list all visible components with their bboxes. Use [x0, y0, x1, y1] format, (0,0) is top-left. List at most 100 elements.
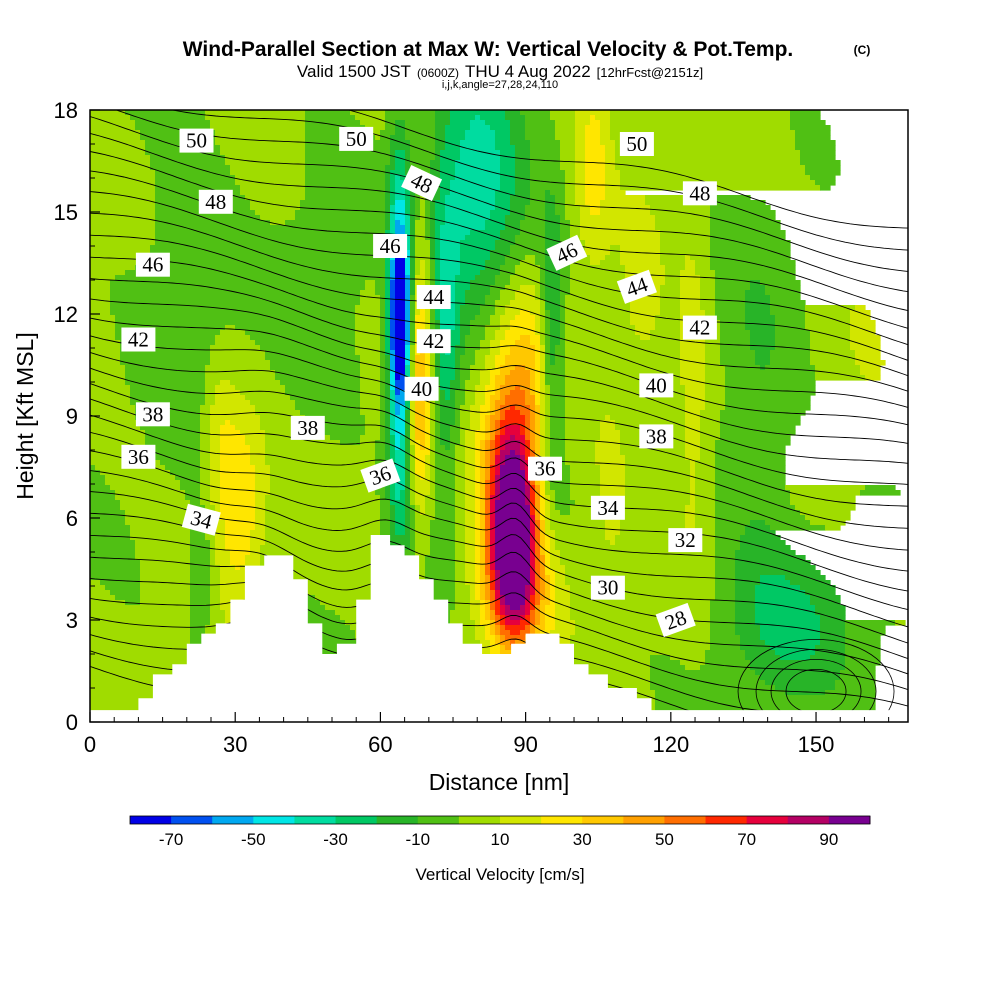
- forecast-tag: [12hrFcst@2151z]: [597, 65, 703, 80]
- colorbar-tick-label: 30: [573, 830, 592, 849]
- colorbar-swatch: [705, 816, 748, 824]
- colorbar-swatch: [130, 816, 172, 824]
- colorbar-tick-label: 50: [655, 830, 674, 849]
- theta-contour-line: [90, 450, 908, 628]
- colorbar-tick-label: -50: [241, 830, 266, 849]
- contour-label: 34: [590, 495, 625, 520]
- contour-label-text: 38: [142, 402, 163, 426]
- y-tick-label: 6: [66, 506, 78, 531]
- theta-contour-line: [90, 212, 908, 377]
- contour-label-text: 38: [646, 424, 667, 448]
- contour-label-text: 50: [626, 132, 647, 156]
- contour-label: 36: [121, 444, 156, 469]
- contour-label-text: 32: [675, 528, 696, 552]
- contour-label: 44: [616, 269, 657, 304]
- contour-label-text: 50: [186, 129, 207, 153]
- y-tick-label: 9: [66, 404, 78, 429]
- chart-title: Wind-Parallel Section at Max W: Vertical…: [183, 38, 794, 61]
- contour-label-text: 48: [205, 190, 226, 214]
- theta-contour-line: [90, 414, 908, 592]
- colorbar-swatch: [417, 816, 460, 824]
- contour-label-text: 40: [411, 377, 432, 401]
- contour-label: 48: [198, 189, 233, 214]
- colorbar-swatch: [171, 816, 213, 824]
- valid-utc: (0600Z): [417, 66, 459, 80]
- colorbar-tick-label: -30: [323, 830, 348, 849]
- theta-contour-line: [90, 398, 908, 572]
- valid-date: THU 4 Aug 2022: [465, 62, 591, 81]
- contour-label: 32: [668, 528, 703, 553]
- colorbar-swatch: [335, 816, 378, 824]
- y-tick-label: 3: [66, 608, 78, 633]
- theta-contour-line: [90, 116, 908, 293]
- theta-contour-line: [90, 491, 908, 660]
- theta-contour-line: [90, 335, 908, 485]
- colorbar-swatch: [212, 816, 254, 824]
- contour-label: 40: [404, 376, 439, 401]
- valid-prefix: Valid 1500 JST: [297, 62, 411, 81]
- contour-label-text: 44: [423, 285, 445, 309]
- colorbar-swatch: [787, 816, 830, 824]
- contour-label: 40: [639, 373, 674, 398]
- x-tick-label: 0: [84, 732, 96, 757]
- x-tick-label: 150: [798, 732, 835, 757]
- contour-label: 28: [655, 602, 696, 638]
- plot-area: [90, 110, 908, 722]
- contour-label: 30: [590, 575, 625, 600]
- x-axis-label: Distance [nm]: [429, 769, 570, 795]
- colorbar-tick-label: 10: [491, 830, 510, 849]
- terrain: [90, 535, 908, 722]
- colorbar-tick-label: -70: [159, 830, 184, 849]
- theta-contour-line: [90, 317, 908, 464]
- section-params: i,j,k,angle=27,28,24,110: [442, 79, 558, 91]
- y-tick-label: 12: [54, 302, 78, 327]
- contour-label: 42: [121, 327, 156, 352]
- colorbar-swatch: [294, 816, 337, 824]
- contour-label: 50: [339, 126, 374, 151]
- contour-label-text: 40: [646, 373, 667, 397]
- colorbar-swatch: [541, 816, 583, 824]
- contour-label-text: 42: [689, 316, 710, 340]
- x-tick-label: 30: [223, 732, 247, 757]
- contour-label: 50: [619, 132, 654, 156]
- theta-contour-line: [90, 132, 908, 312]
- theta-contour-line: [90, 234, 908, 392]
- theta-contour-line: [90, 431, 908, 611]
- colorbar: -70 -50 -30 -10 10 30 50 70 90: [129, 815, 871, 849]
- theta-contour-line: [90, 512, 908, 675]
- theta-contour-line: [90, 534, 908, 691]
- x-tick-label: 120: [652, 732, 689, 757]
- contour-label-text: 46: [380, 234, 401, 258]
- y-tick-label: 18: [54, 98, 78, 123]
- contour-label: 36: [528, 456, 562, 481]
- contour-label: 38: [290, 415, 325, 440]
- valid-time-line: Valid 1500 JST (0600Z) THU 4 Aug 2022 [12hr…: [297, 62, 703, 81]
- y-tick-label: 15: [54, 200, 78, 225]
- colorbar-swatch: [458, 816, 501, 824]
- colorbar-tick-label: 90: [819, 830, 838, 849]
- colorbar-swatch: [664, 816, 707, 824]
- contour-label-text: 42: [423, 329, 444, 353]
- contour-label-text: 30: [597, 576, 618, 600]
- colorbar-swatch: [746, 816, 789, 824]
- title-suffix: (C): [854, 43, 871, 57]
- contour-label: 42: [682, 315, 717, 340]
- colorbar-label: Vertical Velocity [cm/s]: [415, 865, 584, 884]
- y-axis-label: Height [Kft MSL]: [12, 332, 38, 499]
- contour-label-text: 46: [142, 253, 163, 277]
- colorbar-swatch: [582, 816, 624, 824]
- colorbar-swatch: [828, 816, 871, 824]
- theta-contour-line: [115, 110, 908, 272]
- theta-contour-line: [90, 351, 908, 507]
- contour-label: 42: [416, 329, 451, 354]
- colorbar-tick-label: 70: [737, 830, 756, 849]
- contour-label-text: 34: [597, 496, 619, 520]
- x-tick-label: 60: [368, 732, 392, 757]
- theta-contour-line: [90, 298, 908, 444]
- theta-contour-loop: [737, 639, 895, 722]
- theta-contour-line: [90, 470, 908, 644]
- theta-contour-line: [90, 256, 908, 408]
- contour-label: 38: [135, 402, 170, 427]
- theta-contour-line: [90, 278, 908, 426]
